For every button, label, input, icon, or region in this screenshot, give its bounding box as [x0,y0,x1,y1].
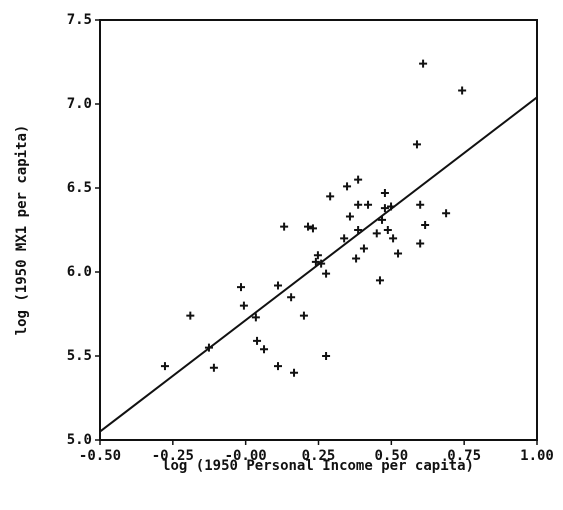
point [239,301,248,310]
point [204,343,213,352]
point [372,229,381,238]
x-tick-label: 1.00 [520,448,554,464]
point [378,215,387,224]
point [421,220,430,229]
y-tick-label: 5.0 [67,432,92,448]
point [186,311,195,320]
point [237,283,246,292]
point [280,222,289,231]
point [380,189,389,198]
y-tick-label: 5.5 [67,348,92,364]
y-axis-title: log (1950 MX1 per capita) [14,125,30,336]
point [419,59,428,68]
x-axis-title: log (1950 Personal Income per capita) [162,458,474,474]
point [354,226,363,234]
point [290,368,299,377]
point [274,362,283,371]
point [383,226,392,234]
point [412,140,421,149]
point [354,200,363,209]
point [340,234,349,243]
point [359,244,368,253]
point [442,209,451,218]
y-tick-label: 6.0 [67,264,92,280]
y-tick-label: 7.5 [67,12,92,28]
point [389,234,398,243]
point [326,192,335,201]
point [387,202,396,211]
point [160,362,169,371]
point [375,276,384,285]
point [209,363,218,372]
point [416,239,425,248]
point [345,212,354,221]
point [416,200,425,209]
point [274,281,283,290]
y-tick-label: 7.0 [67,96,92,112]
point [317,259,326,268]
point [458,86,467,95]
point [343,182,352,191]
point [311,257,320,266]
x-tick-label: 0.50 [374,448,408,464]
point [364,200,373,209]
plot-frame [99,19,538,441]
x-tick-label: 0.25 [302,448,336,464]
point [352,254,361,263]
point [253,336,262,345]
point [299,311,308,320]
x-tick-label: -0.00 [225,448,267,464]
point [287,293,296,302]
point [304,222,313,231]
point [251,313,260,322]
point [380,204,389,213]
x-tick-label: 0.75 [447,448,481,464]
point [394,249,403,258]
point [260,345,269,354]
point [322,269,331,278]
point [322,352,331,360]
point [354,175,363,184]
y-tick-label: 6.5 [67,180,92,196]
x-tick-label: -0.25 [152,448,194,464]
point [308,224,317,233]
x-tick-label: -0.50 [79,448,121,464]
point [313,251,322,260]
